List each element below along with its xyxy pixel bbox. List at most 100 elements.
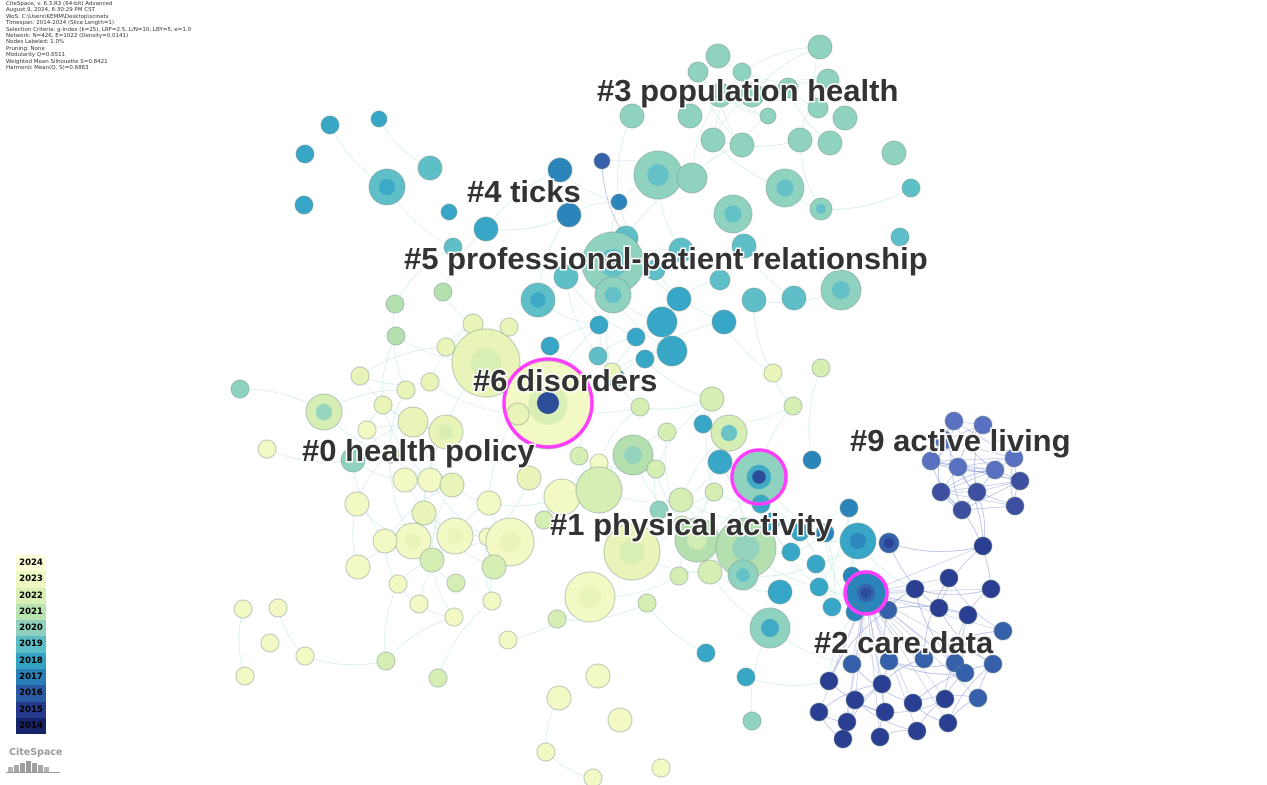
node-circle[interactable] (547, 609, 567, 629)
citation-node[interactable] (476, 490, 502, 516)
citation-node[interactable] (446, 573, 466, 593)
citation-node[interactable] (417, 467, 443, 493)
citation-node[interactable] (546, 685, 572, 711)
citation-node[interactable] (385, 294, 405, 314)
citation-node[interactable] (777, 77, 799, 99)
citation-node[interactable] (822, 597, 842, 617)
citation-node[interactable] (619, 103, 645, 129)
node-circle[interactable] (777, 77, 799, 99)
citation-node[interactable] (819, 671, 839, 691)
node-circle[interactable] (547, 157, 573, 183)
citation-node[interactable] (929, 598, 949, 618)
citation-node[interactable] (536, 742, 556, 762)
citation-node[interactable] (699, 386, 725, 412)
citation-node[interactable] (602, 362, 622, 382)
citation-node[interactable] (392, 467, 418, 493)
node-circle[interactable] (417, 467, 443, 493)
citation-node[interactable] (709, 269, 731, 291)
node-circle[interactable] (534, 510, 554, 530)
citation-node[interactable] (697, 559, 723, 585)
citation-node[interactable] (603, 523, 661, 581)
citation-node[interactable] (677, 103, 703, 129)
citation-node[interactable] (934, 430, 954, 450)
node-circle[interactable] (344, 491, 370, 517)
cluster-label-4[interactable]: #4 ticks (466, 173, 583, 211)
citation-node[interactable] (820, 269, 862, 311)
citation-node[interactable] (344, 491, 370, 517)
citation-node[interactable] (938, 713, 958, 733)
cluster-label-6[interactable]: #6 disorders (472, 362, 659, 400)
node-circle[interactable] (697, 559, 723, 585)
citation-node[interactable] (345, 554, 371, 580)
node-circle[interactable] (585, 663, 611, 689)
citation-node[interactable] (440, 203, 458, 221)
citation-node[interactable] (815, 523, 835, 543)
citation-node[interactable] (790, 522, 810, 542)
citation-node[interactable] (612, 434, 654, 476)
citation-node[interactable] (656, 335, 688, 367)
citation-node[interactable] (705, 43, 731, 69)
citation-node[interactable] (589, 315, 609, 335)
node-circle[interactable] (807, 97, 829, 119)
citation-node[interactable] (1004, 448, 1024, 468)
citation-node[interactable] (811, 358, 831, 378)
node-circle[interactable] (294, 195, 314, 215)
citation-node[interactable] (870, 727, 890, 747)
node-circle[interactable] (837, 712, 857, 732)
citation-node[interactable] (704, 482, 724, 502)
node-circle[interactable] (806, 554, 826, 574)
citation-node[interactable] (268, 598, 288, 618)
node-circle[interactable] (669, 566, 689, 586)
citation-node[interactable] (260, 633, 280, 653)
citation-node[interactable] (935, 689, 955, 709)
citation-node[interactable] (397, 406, 429, 438)
citation-node[interactable] (451, 328, 521, 398)
node-circle[interactable] (929, 598, 949, 618)
citation-node[interactable] (687, 61, 709, 83)
node-circle[interactable] (668, 487, 694, 513)
citation-node[interactable] (878, 532, 900, 554)
citation-node[interactable] (419, 547, 445, 573)
cluster-label-1[interactable]: #1 physical activity (549, 506, 835, 544)
node-circle[interactable] (376, 651, 396, 671)
citation-node[interactable] (370, 110, 388, 128)
node-circle[interactable] (646, 306, 678, 338)
node-circle[interactable] (235, 666, 255, 686)
citation-node[interactable] (646, 306, 678, 338)
citation-node[interactable] (516, 465, 542, 491)
citation-node[interactable] (921, 451, 941, 471)
node-circle[interactable] (983, 654, 1003, 674)
node-circle[interactable] (657, 422, 677, 442)
node-circle[interactable] (787, 127, 813, 153)
citation-node[interactable] (767, 579, 793, 605)
citation-node[interactable] (710, 414, 748, 452)
citation-node[interactable] (985, 460, 1005, 480)
node-circle[interactable] (553, 264, 579, 290)
node-circle[interactable] (705, 43, 731, 69)
citation-node[interactable] (783, 396, 803, 416)
citation-node[interactable] (802, 450, 822, 470)
node-circle[interactable] (516, 465, 542, 491)
node-circle[interactable] (968, 688, 988, 708)
citation-node[interactable] (506, 402, 530, 426)
citation-node[interactable] (817, 130, 843, 156)
node-circle[interactable] (833, 729, 853, 749)
citation-node[interactable] (905, 579, 925, 599)
citation-node[interactable] (765, 168, 805, 208)
node-circle[interactable] (556, 202, 582, 228)
node-circle[interactable] (666, 286, 692, 312)
node-circle[interactable] (320, 115, 340, 135)
citation-node[interactable] (668, 237, 694, 263)
node-circle[interactable] (931, 482, 951, 502)
citation-node[interactable] (903, 693, 923, 713)
nodes-layer[interactable] (230, 34, 1030, 785)
node-circle[interactable] (417, 155, 443, 181)
citation-node[interactable] (564, 571, 616, 623)
citation-node[interactable] (914, 649, 934, 669)
node-circle[interactable] (677, 103, 703, 129)
citation-node[interactable] (547, 609, 567, 629)
node-circle[interactable] (397, 406, 429, 438)
node-circle[interactable] (295, 144, 315, 164)
citation-node[interactable] (233, 599, 253, 619)
node-circle[interactable] (709, 269, 731, 291)
